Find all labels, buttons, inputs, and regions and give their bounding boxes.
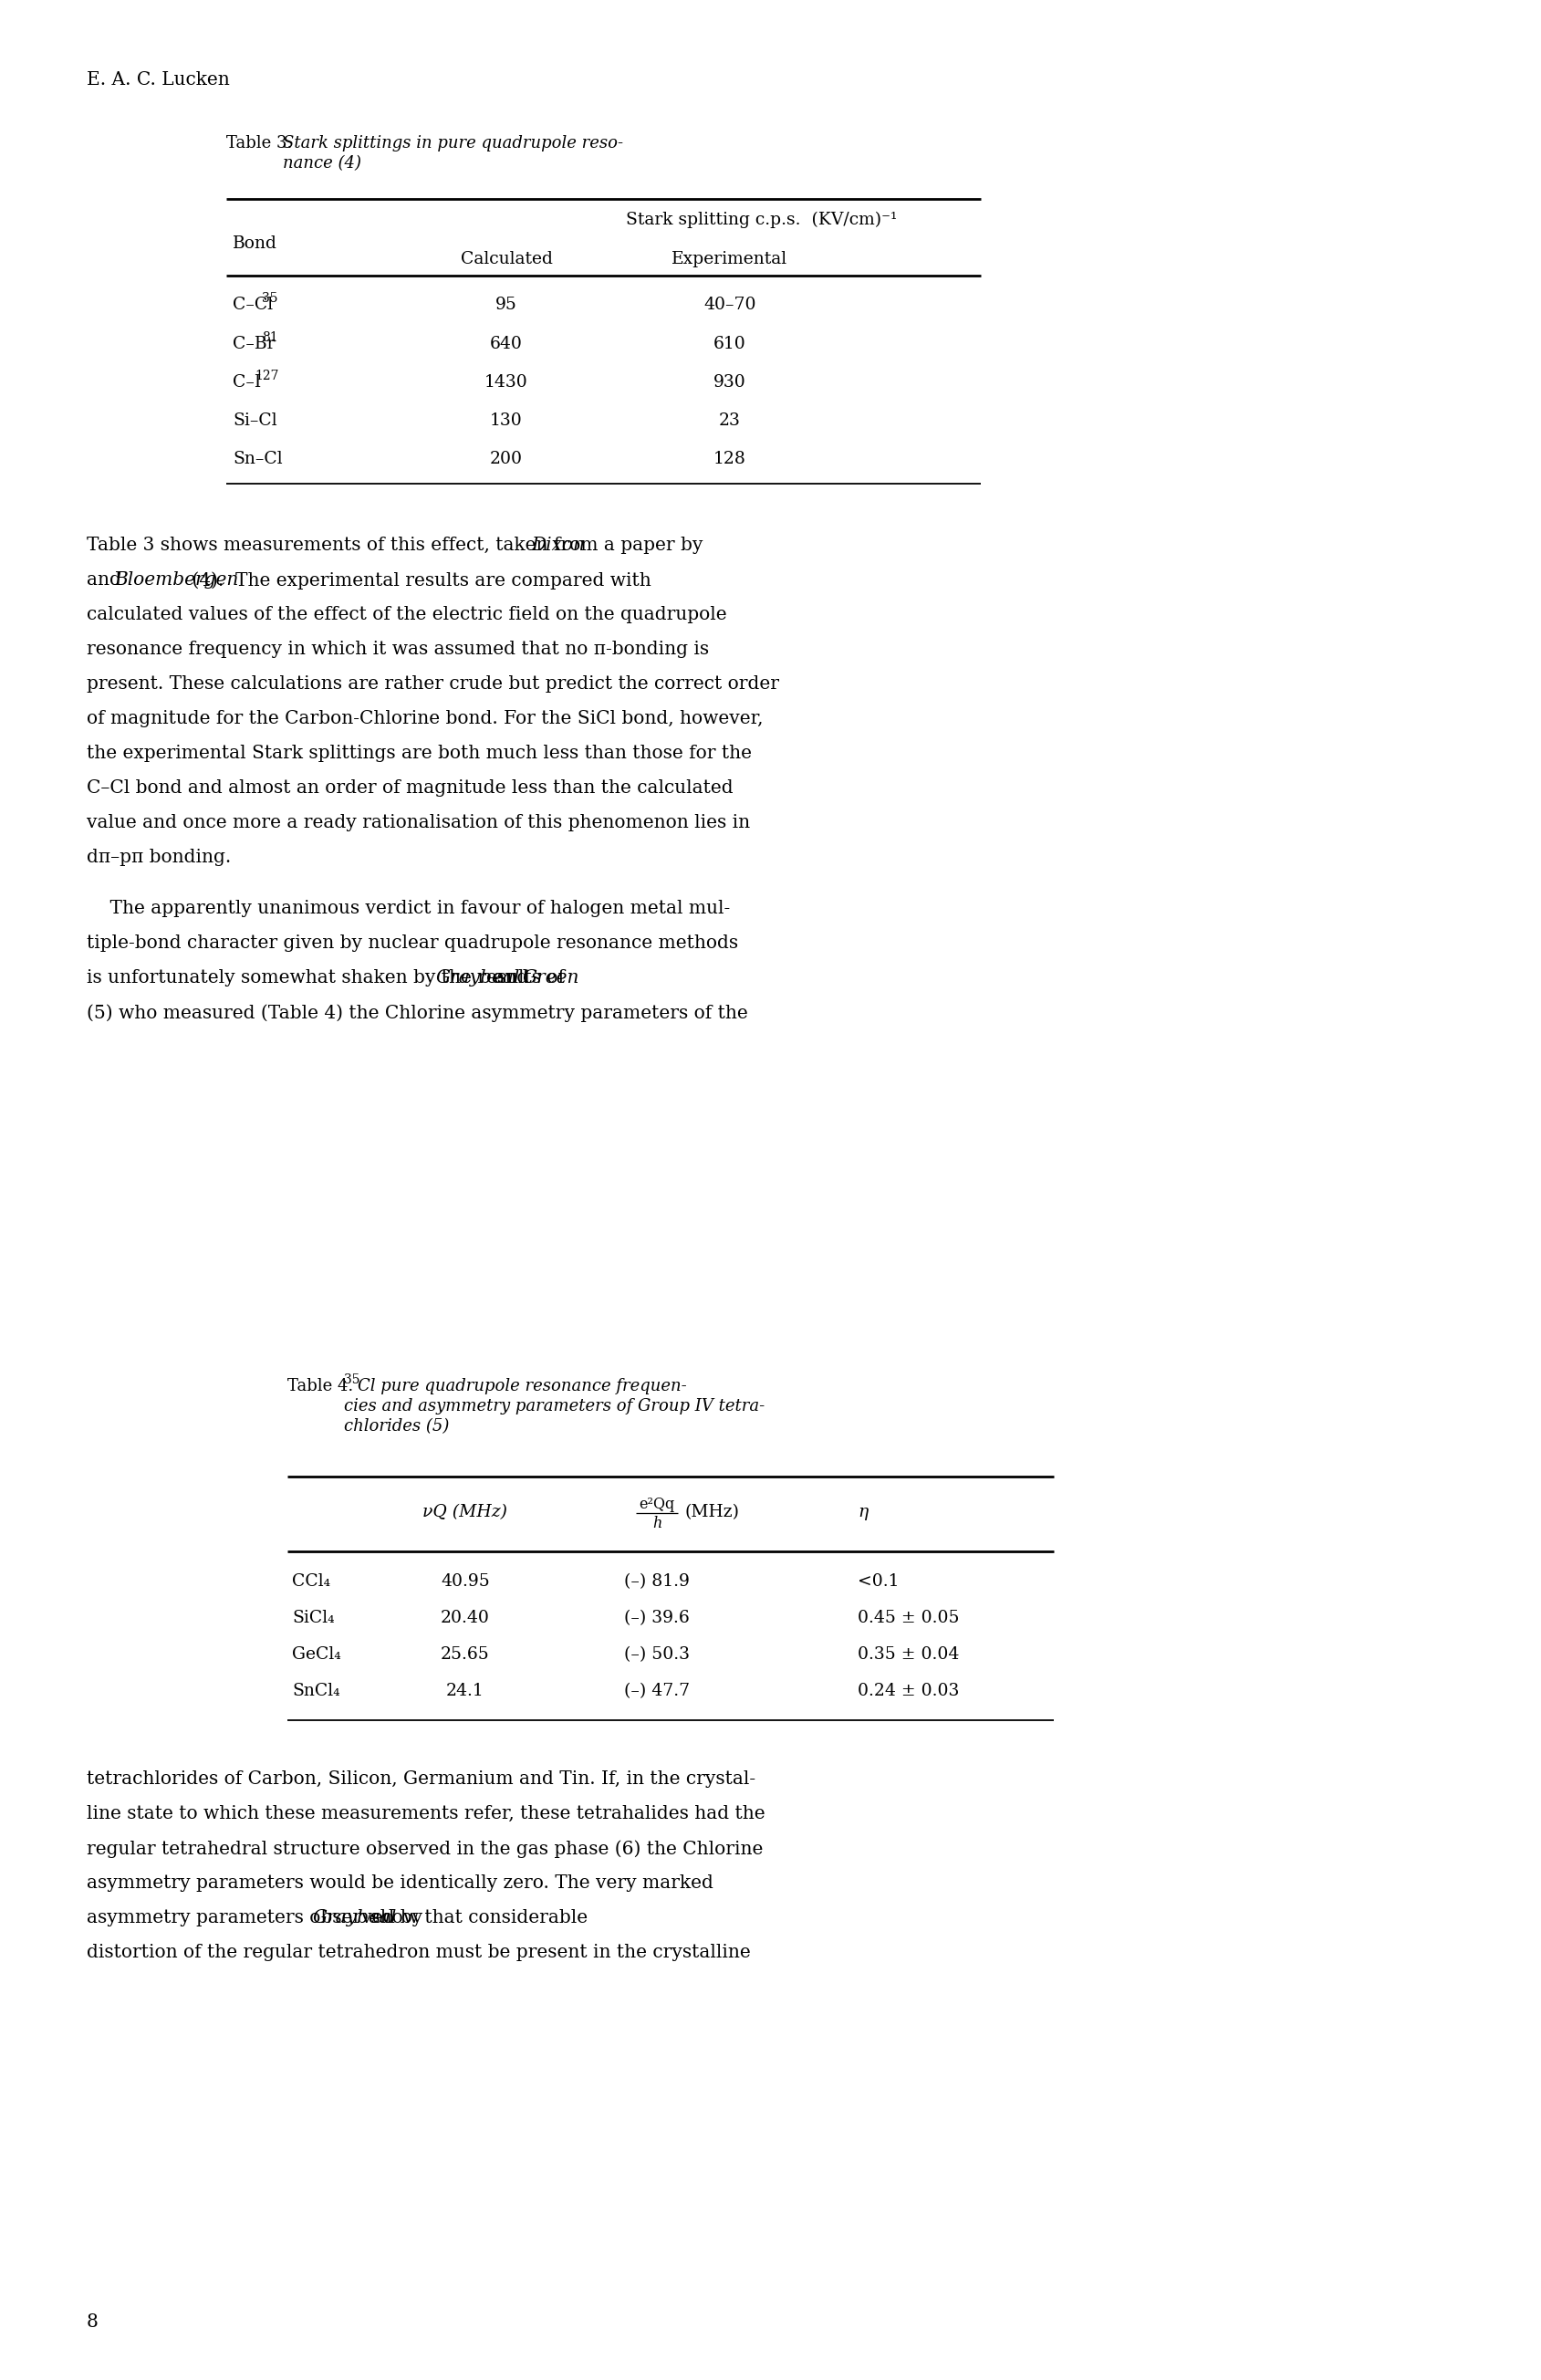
Text: C–Cl: C–Cl <box>233 298 273 314</box>
Text: 0.45 ± 0.05: 0.45 ± 0.05 <box>857 1609 959 1626</box>
Text: 23: 23 <box>718 412 740 428</box>
Text: 0.35 ± 0.04: 0.35 ± 0.04 <box>857 1647 959 1664</box>
Text: 930: 930 <box>713 374 746 390</box>
Text: 35: 35 <box>344 1373 359 1385</box>
Text: Bond: Bond <box>233 236 277 252</box>
Text: value and once more a ready rationalisation of this phenomenon lies in: value and once more a ready rationalisat… <box>86 814 749 831</box>
Text: (–) 47.7: (–) 47.7 <box>624 1683 689 1699</box>
Text: 0.24 ± 0.03: 0.24 ± 0.03 <box>857 1683 959 1699</box>
Text: Cl pure quadrupole resonance frequen-: Cl pure quadrupole resonance frequen- <box>358 1378 686 1395</box>
Text: 640: 640 <box>490 336 522 352</box>
Text: Green: Green <box>522 969 579 985</box>
Text: SnCl₄: SnCl₄ <box>291 1683 339 1699</box>
Text: 8: 8 <box>86 2313 99 2330</box>
Text: <0.1: <0.1 <box>857 1573 898 1590</box>
Text: η: η <box>857 1504 868 1521</box>
Text: (4).  The experimental results are compared with: (4). The experimental results are compar… <box>186 571 650 590</box>
Text: C–I: C–I <box>233 374 260 390</box>
Text: dπ–pπ bonding.: dπ–pπ bonding. <box>86 850 231 866</box>
Text: is unfortunately somewhat shaken by the results of: is unfortunately somewhat shaken by the … <box>86 969 570 985</box>
Text: GeCl₄: GeCl₄ <box>291 1647 341 1664</box>
Text: 1430: 1430 <box>484 374 529 390</box>
Text: resonance frequency in which it was assumed that no π-bonding is: resonance frequency in which it was assu… <box>86 640 709 657</box>
Text: e²Qq: e²Qq <box>638 1497 675 1511</box>
Text: regular tetrahedral structure observed in the gas phase (6) the Chlorine: regular tetrahedral structure observed i… <box>86 1840 763 1859</box>
Text: present. These calculations are rather crude but predict the correct order: present. These calculations are rather c… <box>86 676 778 693</box>
Text: calculated values of the effect of the electric field on the quadrupole: calculated values of the effect of the e… <box>86 607 726 624</box>
Text: 25.65: 25.65 <box>441 1647 490 1664</box>
Text: Table 4.: Table 4. <box>287 1378 359 1395</box>
Text: nance (4): nance (4) <box>282 155 361 171</box>
Text: and: and <box>488 969 535 985</box>
Text: chlorides (5): chlorides (5) <box>344 1418 448 1435</box>
Text: (5) who measured (Table 4) the Chlorine asymmetry parameters of the: (5) who measured (Table 4) the Chlorine … <box>86 1004 747 1021</box>
Text: Si–Cl: Si–Cl <box>233 412 277 428</box>
Text: 35: 35 <box>262 293 277 305</box>
Text: and: and <box>86 571 126 588</box>
Text: Bloembergen: Bloembergen <box>114 571 239 588</box>
Text: Dixon: Dixon <box>532 536 586 555</box>
Text: of magnitude for the Carbon-Chlorine bond. For the SiCl bond, however,: of magnitude for the Carbon-Chlorine bon… <box>86 709 763 728</box>
Text: asymmetry parameters observed by: asymmetry parameters observed by <box>86 1909 428 1925</box>
Text: h: h <box>652 1516 661 1530</box>
Text: 24.1: 24.1 <box>445 1683 484 1699</box>
Text: tiple-bond character given by nuclear quadrupole resonance methods: tiple-bond character given by nuclear qu… <box>86 935 738 952</box>
Text: cies and asymmetry parameters of Group IV tetra-: cies and asymmetry parameters of Group I… <box>344 1397 764 1414</box>
Text: (–) 39.6: (–) 39.6 <box>624 1609 689 1626</box>
Text: The apparently unanimous verdict in favour of halogen metal mul-: The apparently unanimous verdict in favo… <box>86 900 730 916</box>
Text: Graybeal: Graybeal <box>436 969 519 985</box>
Text: E. A. C. Lucken: E. A. C. Lucken <box>86 71 230 88</box>
Text: Experimental: Experimental <box>672 250 787 267</box>
Text: Table 3 shows measurements of this effect, taken from a paper by: Table 3 shows measurements of this effec… <box>86 536 709 555</box>
Text: Sn–Cl: Sn–Cl <box>233 450 282 466</box>
Text: (–) 50.3: (–) 50.3 <box>624 1647 689 1664</box>
Text: (–) 81.9: (–) 81.9 <box>624 1573 689 1590</box>
Text: tetrachlorides of Carbon, Silicon, Germanium and Tin. If, in the crystal-: tetrachlorides of Carbon, Silicon, Germa… <box>86 1771 755 1787</box>
Text: νQ (MHz): νQ (MHz) <box>422 1504 507 1521</box>
Text: distortion of the regular tetrahedron must be present in the crystalline: distortion of the regular tetrahedron mu… <box>86 1944 750 1961</box>
Text: 20.40: 20.40 <box>441 1609 490 1626</box>
Text: asymmetry parameters would be identically zero. The very marked: asymmetry parameters would be identicall… <box>86 1875 713 1892</box>
Text: 610: 610 <box>713 336 746 352</box>
Text: 127: 127 <box>254 369 279 383</box>
Text: the experimental Stark splittings are both much less than those for the: the experimental Stark splittings are bo… <box>86 745 752 762</box>
Text: 128: 128 <box>713 450 746 466</box>
Text: CCl₄: CCl₄ <box>291 1573 330 1590</box>
Text: Graybeal: Graybeal <box>313 1909 396 1925</box>
Text: 40.95: 40.95 <box>441 1573 490 1590</box>
Text: 95: 95 <box>495 298 516 314</box>
Text: Stark splittings in pure quadrupole reso-: Stark splittings in pure quadrupole reso… <box>282 136 623 152</box>
Text: C–Cl bond and almost an order of magnitude less than the calculated: C–Cl bond and almost an order of magnitu… <box>86 778 734 797</box>
Text: C–Br: C–Br <box>233 336 274 352</box>
Text: Table 3.: Table 3. <box>227 136 297 152</box>
Text: SiCl₄: SiCl₄ <box>291 1609 334 1626</box>
Text: Stark splitting c.p.s.  (KV/cm)⁻¹: Stark splitting c.p.s. (KV/cm)⁻¹ <box>626 212 897 228</box>
Text: 130: 130 <box>490 412 522 428</box>
Text: Calculated: Calculated <box>461 250 552 267</box>
Text: 40–70: 40–70 <box>703 298 755 314</box>
Text: 81: 81 <box>262 331 277 345</box>
Text: show that considerable: show that considerable <box>365 1909 587 1925</box>
Text: 200: 200 <box>490 450 522 466</box>
Text: (MHz): (MHz) <box>684 1504 740 1521</box>
Text: line state to which these measurements refer, these tetrahalides had the: line state to which these measurements r… <box>86 1804 764 1823</box>
